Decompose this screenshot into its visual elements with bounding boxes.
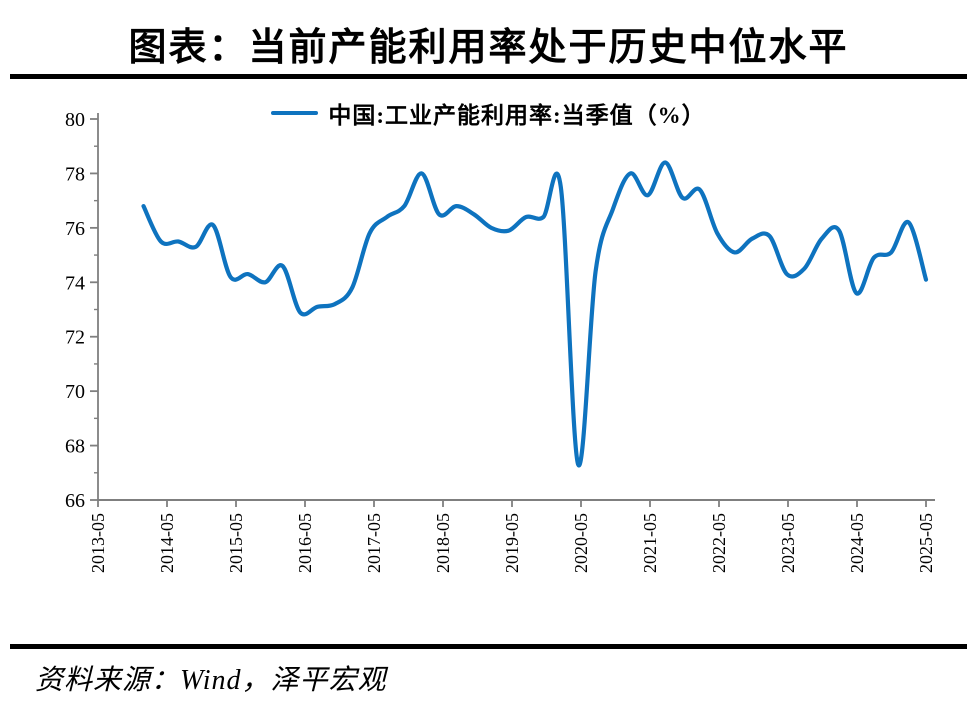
footer-divider-rule xyxy=(10,644,967,649)
svg-text:80: 80 xyxy=(65,109,85,131)
svg-text:2017-05: 2017-05 xyxy=(364,513,384,573)
svg-text:2013-05: 2013-05 xyxy=(88,513,108,573)
chart-axes xyxy=(90,113,935,507)
series-line-china-capacity-utilization xyxy=(141,160,929,468)
svg-text:68: 68 xyxy=(65,436,85,458)
page-title: 图表：当前产能利用率处于历史中位水平 xyxy=(128,27,849,69)
svg-text:2021-05: 2021-05 xyxy=(640,513,660,573)
svg-text:2020-05: 2020-05 xyxy=(571,513,591,573)
capacity-utilization-line-chart: 66 68 70 72 74 76 78 80 2013-05 2014-05 2015-05 201… xyxy=(65,109,936,573)
series-capacity-utilization xyxy=(141,160,929,468)
svg-text:72: 72 xyxy=(65,327,85,349)
svg-text:78: 78 xyxy=(65,163,85,185)
svg-text:2014-05: 2014-05 xyxy=(157,513,177,573)
svg-text:2023-05: 2023-05 xyxy=(778,513,798,573)
svg-text:2015-05: 2015-05 xyxy=(226,513,246,573)
chart-legend: 中国:工业产能利用率:当季值（%） xyxy=(0,96,977,130)
svg-text:76: 76 xyxy=(65,218,85,240)
svg-text:2024-05: 2024-05 xyxy=(847,513,867,573)
svg-text:74: 74 xyxy=(65,272,85,294)
svg-text:2016-05: 2016-05 xyxy=(295,513,315,573)
chart-axis-labels: 66 68 70 72 74 76 78 80 2013-05 2014-05 2015-05 201… xyxy=(65,109,936,573)
svg-text:66: 66 xyxy=(65,490,85,512)
svg-text:2022-05: 2022-05 xyxy=(709,513,729,573)
svg-text:2019-05: 2019-05 xyxy=(502,513,522,573)
source-note: 资料来源：Wind，泽平宏观 xyxy=(35,665,387,696)
svg-text:2025-05: 2025-05 xyxy=(916,513,936,573)
legend-line-swatch xyxy=(271,111,319,115)
svg-text:70: 70 xyxy=(65,381,85,403)
legend-series-label: 中国:工业产能利用率:当季值（%） xyxy=(328,103,706,128)
title-divider-rule xyxy=(10,74,967,79)
svg-text:2018-05: 2018-05 xyxy=(433,513,453,573)
